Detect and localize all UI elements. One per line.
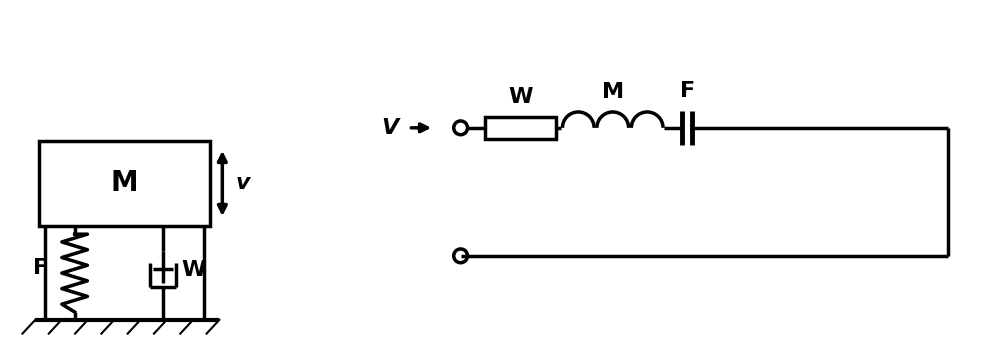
- Text: M: M: [602, 82, 624, 102]
- Text: v: v: [235, 173, 250, 193]
- Text: W: W: [508, 87, 533, 107]
- Text: W: W: [181, 260, 205, 280]
- FancyBboxPatch shape: [39, 140, 210, 226]
- Text: F: F: [680, 81, 695, 101]
- FancyBboxPatch shape: [485, 117, 556, 139]
- Text: F: F: [33, 258, 48, 278]
- Text: V: V: [381, 118, 399, 138]
- Text: M: M: [111, 169, 138, 197]
